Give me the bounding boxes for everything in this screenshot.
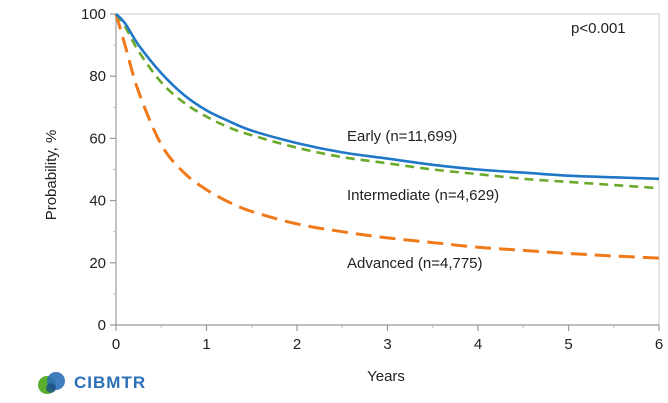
series-labels: Early (n=11,699) Intermediate (n=4,629) Ad…: [347, 128, 499, 272]
x-tick-label: 0: [112, 336, 120, 353]
x-tick-label: 4: [474, 336, 482, 353]
series-advanced-line: [114, 13, 660, 260]
y-axis-title: Probability, %: [43, 130, 60, 221]
x-tick-label: 3: [383, 336, 391, 353]
y-tick-label: 80: [89, 68, 106, 85]
y-tick-label: 40: [89, 193, 106, 210]
series-advanced-label: Advanced (n=4,775): [347, 255, 483, 272]
plot-frame: [115, 13, 660, 326]
y-tick-label: 100: [81, 6, 106, 23]
y-axis: 0 20 40 60 80 100: [81, 6, 117, 334]
x-tick-label: 6: [655, 336, 663, 353]
series-early-line: [115, 13, 660, 181]
x-tick-label: 2: [293, 336, 301, 353]
y-tick-label: 20: [89, 255, 106, 272]
series-intermediate-label: Intermediate (n=4,629): [347, 187, 499, 204]
x-axis-title: Years: [367, 368, 405, 385]
x-tick-label: 1: [202, 336, 210, 353]
p-value-annotation: p<0.001: [571, 20, 626, 37]
plot-area: [115, 13, 660, 326]
logo-text: CIBMTR: [74, 373, 147, 392]
series-early-label: Early (n=11,699): [347, 128, 457, 145]
y-tick-label: 60: [89, 130, 106, 147]
x-axis: 0 1 2 3 4 5 6: [112, 324, 663, 353]
cibmtr-logo-icon: [38, 372, 65, 394]
series-lines: [114, 13, 660, 260]
series-intermediate-line: [114, 13, 660, 190]
x-tick-label: 5: [564, 336, 572, 353]
cibmtr-logo: CIBMTR: [36, 366, 146, 400]
y-tick-label: 0: [98, 317, 106, 334]
